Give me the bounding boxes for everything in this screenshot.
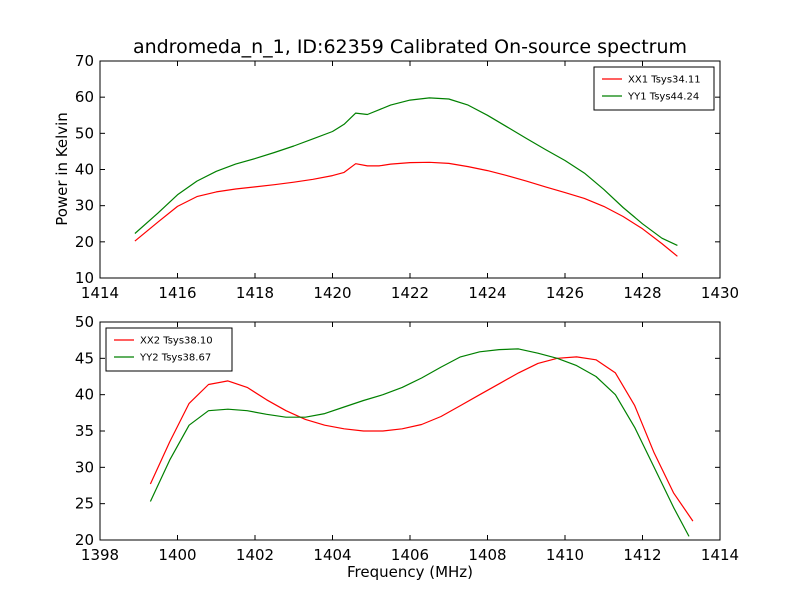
x-tick-label: 1422 bbox=[391, 284, 429, 302]
x-tick-label: 1406 bbox=[391, 546, 429, 564]
x-tick-label: 1426 bbox=[546, 284, 584, 302]
y-tick-label: 40 bbox=[75, 386, 94, 404]
y-tick-label: 60 bbox=[75, 88, 94, 106]
chart-title: andromeda_n_1, ID:62359 Calibrated On-so… bbox=[133, 36, 687, 58]
bottom-panel: 1398 1400 1402 1404 1406 1408 1410 1412 1414 20 25… bbox=[75, 313, 739, 564]
y-tick-label: 50 bbox=[75, 124, 94, 142]
x-tick-label: 1414 bbox=[701, 546, 739, 564]
series-line-yy1 bbox=[134, 97, 678, 246]
x-tick-label: 1404 bbox=[313, 546, 351, 564]
x-tick-label: 1400 bbox=[158, 546, 196, 564]
legend-box bbox=[105, 327, 233, 372]
y-tick-label: 30 bbox=[75, 458, 94, 476]
series-line-xx2 bbox=[149, 356, 694, 522]
y-tick-label: 45 bbox=[75, 349, 94, 367]
legend: XX2 Tsys38.10 YY2 Tsys38.67 bbox=[105, 327, 233, 372]
legend-label: YY1 Tsys44.24 bbox=[627, 92, 699, 103]
y-tick-label: 25 bbox=[75, 495, 94, 513]
y-tick-label: 70 bbox=[75, 52, 94, 70]
y-axis-label-top: Power in Kelvin bbox=[53, 112, 71, 226]
legend-box bbox=[593, 66, 715, 111]
y-tick-label: 40 bbox=[75, 161, 94, 179]
x-tick-label: 1402 bbox=[236, 546, 274, 564]
x-tick-label: 1416 bbox=[158, 284, 196, 302]
y-tick-label: 20 bbox=[75, 233, 94, 251]
y-tick-label: 10 bbox=[75, 269, 94, 287]
series-line-yy2 bbox=[149, 348, 690, 537]
x-tick-label: 1418 bbox=[236, 284, 274, 302]
x-tick-label: 1410 bbox=[546, 546, 584, 564]
legend-label: XX2 Tsys38.10 bbox=[140, 336, 213, 347]
series-line-xx1 bbox=[134, 161, 678, 257]
x-tick-label: 1408 bbox=[468, 546, 506, 564]
y-tick-label: 30 bbox=[75, 197, 94, 215]
legend: XX1 Tsys34.11 YY1 Tsys44.24 bbox=[593, 66, 715, 111]
top-panel: 1414 1416 1418 1420 1422 1424 1426 1428 1430 10 20… bbox=[75, 52, 739, 302]
y-tick-label: 35 bbox=[75, 422, 94, 440]
x-axis-label-bottom: Frequency (MHz) bbox=[347, 563, 473, 581]
x-tick-label: 1414 bbox=[81, 284, 119, 302]
x-tick-label: 1424 bbox=[468, 284, 506, 302]
x-tick-label: 1430 bbox=[701, 284, 739, 302]
x-tick-label: 1412 bbox=[623, 546, 661, 564]
legend-label: YY2 Tsys38.67 bbox=[139, 353, 211, 364]
x-tick-label: 1398 bbox=[81, 546, 119, 564]
x-tick-label: 1420 bbox=[313, 284, 351, 302]
y-tick-label: 20 bbox=[75, 531, 94, 549]
legend-label: XX1 Tsys34.11 bbox=[628, 75, 701, 86]
x-tick-label: 1428 bbox=[623, 284, 661, 302]
y-tick-label: 50 bbox=[75, 313, 94, 331]
